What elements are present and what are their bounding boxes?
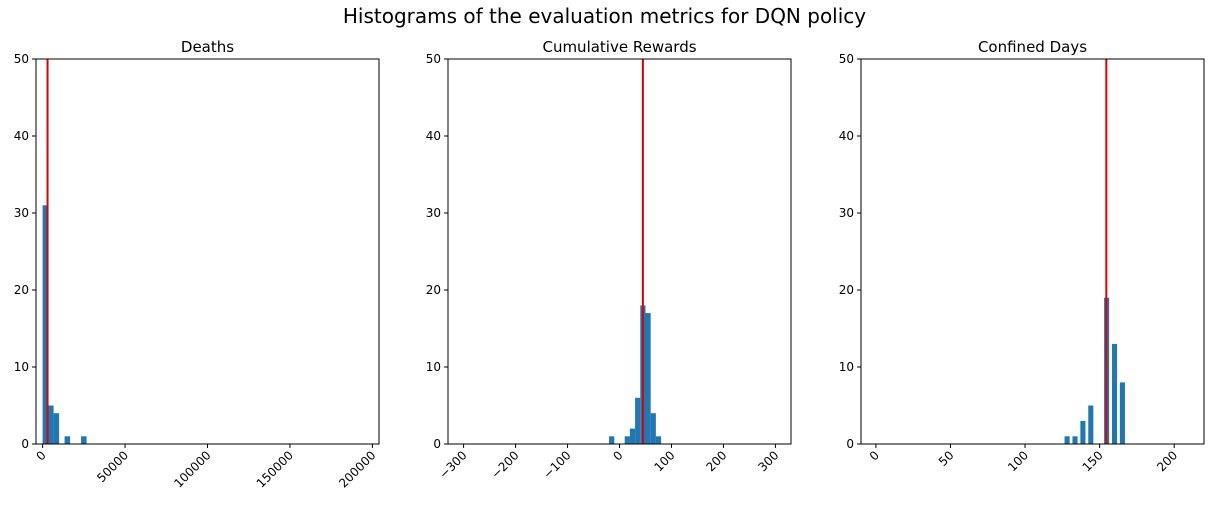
panel-confined-days: Confined Days 0 10 20 30 40 50 0 50 100 150 200 — [839, 38, 1205, 474]
histogram-bar — [53, 413, 60, 444]
y-tick-label: 0 — [846, 437, 854, 451]
histogram-bar — [48, 405, 54, 444]
y-tick-label: 30 — [839, 206, 854, 220]
histogram-bar — [1072, 436, 1078, 444]
y-tick-label: 0 — [21, 437, 29, 451]
x-tick-label: 200 — [1154, 448, 1180, 474]
panel-deaths: Deaths 0 10 20 30 40 50 0 50000 100000 150000 20000… — [14, 38, 380, 491]
panel-cumulative-rewards: Cumulative Rewards 0 10 20 30 40 50 −300 −200 −10… — [426, 38, 792, 481]
x-tick-label: 200 — [703, 448, 729, 474]
x-tick-label: 150000 — [254, 448, 296, 490]
x-tick-label: 50 — [936, 448, 957, 469]
y-tick-label: 50 — [14, 52, 29, 66]
y-tick-label: 30 — [14, 206, 29, 220]
y-tick-label: 30 — [426, 206, 441, 220]
histogram-bar — [81, 436, 87, 444]
histogram-bar — [635, 397, 641, 444]
x-tick-label: 0 — [33, 448, 48, 463]
histogram-bar — [650, 413, 656, 444]
panel-title: Cumulative Rewards — [542, 38, 696, 56]
y-tick-label: 20 — [426, 283, 441, 297]
histogram-bar — [1080, 420, 1086, 444]
axes-frame — [860, 58, 1205, 445]
x-tick-label: −100 — [540, 448, 573, 481]
figure-title: Histograms of the evaluation metrics for… — [342, 4, 867, 28]
x-tick-label: 50000 — [94, 448, 131, 485]
x-tick-label: 200000 — [336, 448, 378, 490]
histogram-bar — [645, 313, 651, 444]
histogram-bar — [1119, 382, 1125, 444]
panel-title: Deaths — [181, 38, 234, 56]
y-tick-label: 40 — [839, 129, 854, 143]
histogram-bar — [629, 428, 636, 444]
y-tick-label: 20 — [839, 283, 854, 297]
y-tick-label: 20 — [14, 283, 29, 297]
y-tick-label: 40 — [14, 129, 29, 143]
x-tick-label: 300 — [755, 448, 781, 474]
x-tick-label: −300 — [437, 448, 470, 481]
histogram-bar — [624, 436, 630, 444]
axes-frame — [447, 58, 792, 445]
y-tick-label: 10 — [426, 360, 441, 374]
y-tick-label: 40 — [426, 129, 441, 143]
y-tick-label: 10 — [839, 360, 854, 374]
y-tick-label: 50 — [839, 52, 854, 66]
histogram-bar — [1064, 436, 1070, 444]
histogram-bar — [64, 436, 71, 444]
axes-frame — [35, 58, 380, 445]
histogram-bar — [42, 205, 49, 444]
histogram-bar — [1111, 343, 1118, 444]
y-tick-label: 10 — [14, 360, 29, 374]
histogram-bar — [1088, 405, 1094, 444]
x-tick-label: 0 — [610, 448, 625, 463]
y-tick-label: 50 — [426, 52, 441, 66]
x-tick-label: 0 — [867, 448, 882, 463]
x-tick-label: 100000 — [171, 448, 213, 490]
x-tick-label: 100 — [1005, 448, 1031, 474]
y-tick-label: 0 — [433, 437, 441, 451]
x-tick-label: 100 — [651, 448, 677, 474]
histogram-bar — [655, 436, 662, 444]
panel-title: Confined Days — [978, 38, 1087, 56]
histogram-bar — [609, 436, 615, 444]
x-tick-label: −200 — [488, 448, 521, 481]
x-tick-label: 150 — [1080, 448, 1106, 474]
